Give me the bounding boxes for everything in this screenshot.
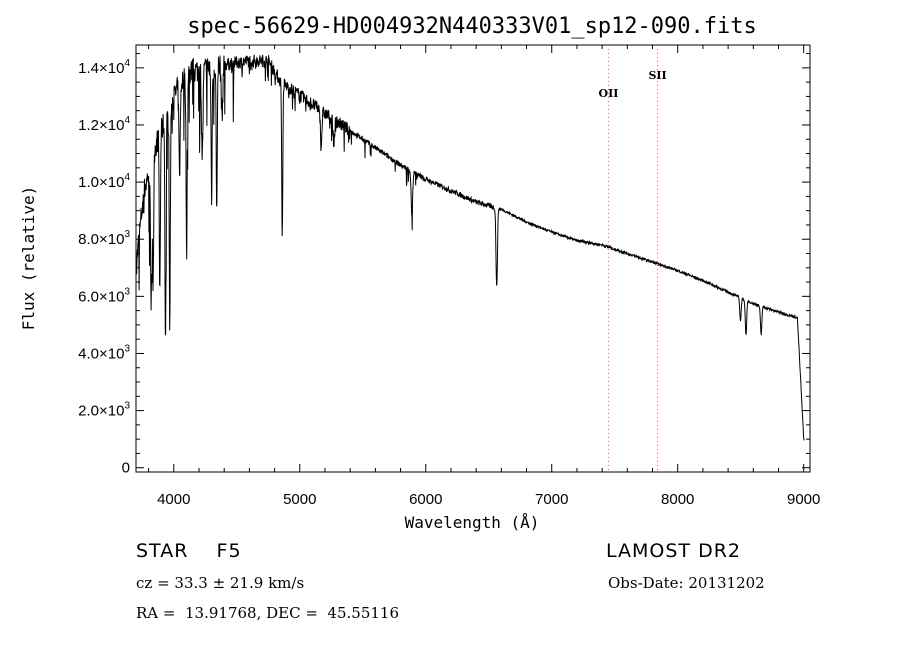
reference-label-sii: SII: [648, 69, 666, 82]
x-tick-label: 9000: [787, 491, 820, 508]
x-tick-label: 5000: [283, 491, 316, 508]
y-axis-ticks: 0 2.0×103 4.0×103 6.0×103 8.0×103 1.0×104 1.2×…: [78, 53, 810, 477]
y-tick-label: 1.0×104: [78, 172, 130, 191]
obs-date-text: Obs-Date: 20131202: [608, 574, 765, 592]
reference-lines: OII SII: [598, 45, 667, 472]
y-tick-label: 4.0×103: [78, 343, 130, 362]
y-tick-label: 1.2×104: [78, 115, 130, 134]
x-tick-label: 8000: [661, 491, 694, 508]
y-tick-label: 1.4×104: [78, 58, 130, 77]
x-axis-ticks: 4000 5000 6000 7000 8000 9000: [148, 45, 820, 508]
x-tick-label: 4000: [157, 491, 190, 508]
x-tick-label: 7000: [535, 491, 568, 508]
y-tick-label: 8.0×103: [78, 229, 130, 248]
redshift-text: cz = 33.3 ± 21.9 km/s: [136, 574, 305, 592]
x-axis-label: Wavelength (Å): [405, 513, 540, 532]
coordinates-text: RA = 13.91768, DEC = 45.55116: [136, 604, 400, 622]
plot-frame: [135, 44, 811, 473]
y-axis-label: Flux (relative): [19, 186, 38, 331]
survey-name: LAMOST DR2: [606, 540, 741, 562]
y-tick-label: 0: [122, 460, 130, 477]
spectrum-line: [136, 54, 805, 441]
reference-label-oii: OII: [598, 87, 618, 100]
chart-title: spec-56629-HD004932N440333V01_sp12-090.f…: [187, 14, 757, 39]
y-tick-label: 2.0×103: [78, 401, 130, 420]
x-tick-label: 6000: [409, 491, 442, 508]
object-class: STAR F5: [136, 540, 242, 562]
plot-area: OII SII 4000 5000 6000 7000 8000 9000 0 2.0×103…: [78, 44, 820, 508]
y-tick-label: 6.0×103: [78, 286, 130, 305]
